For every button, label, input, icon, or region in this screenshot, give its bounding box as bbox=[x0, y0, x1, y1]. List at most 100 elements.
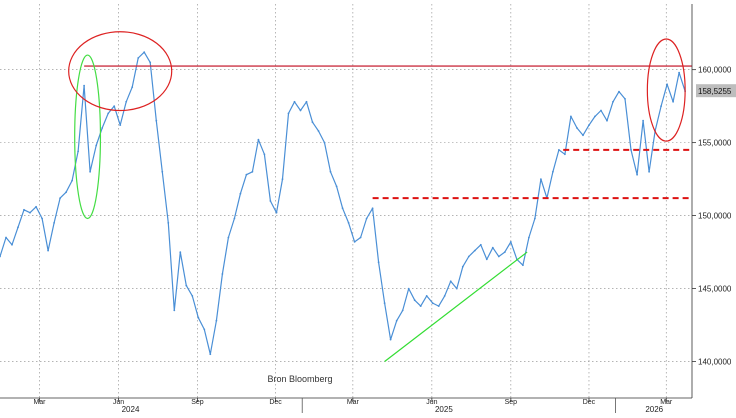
price-point bbox=[137, 57, 140, 59]
price-series-line bbox=[0, 51, 686, 355]
price-point bbox=[497, 255, 500, 258]
price-point bbox=[383, 302, 386, 304]
price-point bbox=[209, 353, 212, 356]
x-tick-label: Mar bbox=[33, 399, 46, 406]
y-tick-label: 145,0000 bbox=[698, 285, 732, 294]
price-point bbox=[425, 295, 428, 297]
price-point bbox=[179, 251, 182, 254]
price-point bbox=[155, 119, 158, 122]
price-point bbox=[618, 90, 620, 93]
price-point bbox=[305, 100, 308, 103]
price-point bbox=[570, 115, 572, 118]
price-point bbox=[558, 149, 560, 151]
price-point bbox=[341, 207, 344, 210]
x-tick-label: Mar bbox=[660, 399, 673, 406]
price-point bbox=[540, 178, 542, 181]
x-tick-label: Sep bbox=[505, 399, 518, 406]
price-point bbox=[389, 338, 392, 341]
annotation-layer bbox=[68, 31, 692, 362]
price-point bbox=[113, 105, 116, 107]
price-point bbox=[191, 295, 194, 297]
price-point bbox=[630, 149, 632, 151]
price-point bbox=[101, 127, 104, 129]
price-point bbox=[275, 211, 278, 214]
price-point bbox=[600, 109, 602, 112]
axis-layer: 140,0000 145,0000 150,0000 155,0000 160,0000… bbox=[0, 4, 736, 414]
price-point bbox=[173, 309, 176, 312]
price-point bbox=[71, 179, 73, 182]
price-point bbox=[660, 105, 662, 107]
price-point bbox=[672, 100, 674, 103]
price-point bbox=[185, 284, 188, 287]
price-point bbox=[564, 153, 566, 156]
price-point bbox=[401, 309, 404, 312]
price-point bbox=[119, 124, 122, 126]
price-point bbox=[636, 173, 638, 176]
price-point bbox=[59, 197, 61, 200]
price-point bbox=[143, 51, 146, 54]
price-point bbox=[263, 153, 266, 156]
x-year-label: 2026 bbox=[645, 405, 663, 413]
price-point bbox=[0, 255, 1, 258]
price-point bbox=[534, 217, 536, 220]
price-point bbox=[347, 222, 350, 224]
price-point bbox=[161, 170, 164, 173]
price-point bbox=[485, 258, 488, 261]
price-point bbox=[311, 121, 314, 124]
price-point bbox=[509, 241, 512, 243]
price-point bbox=[606, 119, 608, 122]
price-point bbox=[89, 170, 91, 173]
price-point bbox=[419, 305, 422, 307]
x-tick-label: Dec bbox=[583, 399, 596, 406]
price-point bbox=[149, 61, 152, 64]
price-point bbox=[431, 302, 434, 304]
price-point bbox=[317, 130, 320, 132]
price-point bbox=[281, 178, 284, 181]
grid-layer bbox=[0, 4, 692, 398]
price-point bbox=[479, 243, 482, 246]
price-point bbox=[588, 124, 590, 126]
price-point bbox=[167, 222, 170, 224]
x-tick-label: Dec bbox=[269, 399, 282, 406]
price-point bbox=[552, 170, 554, 173]
price-point bbox=[467, 255, 470, 258]
price-point bbox=[95, 144, 98, 147]
price-point bbox=[624, 98, 626, 100]
x-year-label: 2025 bbox=[435, 405, 453, 413]
price-point bbox=[528, 236, 530, 239]
price-point bbox=[522, 264, 524, 267]
price-point bbox=[287, 112, 290, 115]
price-point bbox=[5, 236, 7, 239]
price-point bbox=[395, 319, 398, 322]
price-point bbox=[251, 170, 254, 173]
price-point bbox=[29, 211, 31, 214]
price-point bbox=[503, 251, 506, 254]
price-point bbox=[53, 222, 55, 224]
x-tick-label: Sep bbox=[191, 399, 204, 406]
price-point bbox=[83, 84, 85, 87]
price-point bbox=[371, 207, 374, 210]
price-point bbox=[443, 295, 446, 297]
y-tick-label: 160,0000 bbox=[698, 66, 732, 75]
price-point bbox=[576, 127, 578, 129]
price-point bbox=[359, 236, 362, 239]
price-point bbox=[642, 119, 644, 122]
uptrend-line bbox=[384, 251, 528, 362]
price-line-layer bbox=[0, 51, 686, 356]
price-point bbox=[107, 112, 110, 115]
x-tick-label: Jun bbox=[113, 399, 124, 406]
price-point bbox=[323, 141, 326, 144]
red-highlight-ellipse bbox=[68, 31, 173, 112]
x-year-label: 2024 bbox=[122, 405, 140, 413]
price-point bbox=[221, 273, 224, 275]
price-point bbox=[666, 83, 668, 86]
price-point bbox=[65, 191, 67, 194]
price-point bbox=[473, 249, 476, 252]
price-point bbox=[329, 170, 332, 173]
price-point bbox=[461, 265, 464, 268]
price-point bbox=[377, 261, 380, 264]
price-point bbox=[203, 328, 206, 331]
price-point bbox=[407, 287, 410, 290]
price-point bbox=[678, 71, 680, 74]
price-point bbox=[17, 226, 19, 229]
